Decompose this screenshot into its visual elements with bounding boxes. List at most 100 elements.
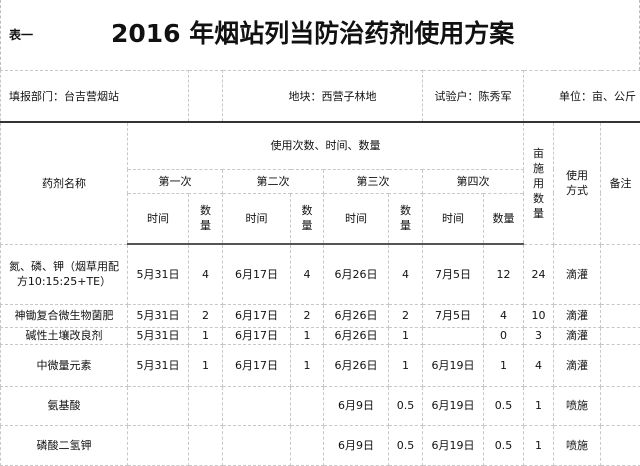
header-qty: 数量 — [189, 193, 223, 244]
cell-q1: 2 — [189, 304, 223, 327]
page-title: 2016 年烟站列当防治药剂使用方案 — [111, 14, 514, 50]
unit: 单位：亩、公斤 — [524, 71, 640, 123]
cell-method: 滴灌 — [554, 327, 601, 344]
cell-q4: 0.5 — [484, 386, 524, 425]
header-round-4: 第四次 — [423, 169, 524, 193]
document: 表一 2016 年烟站列当防治药剂使用方案 填报部门：台吉营烟站 地块：西营子林… — [0, 0, 640, 421]
header-usage: 使用次数、时间、数量 — [128, 122, 524, 169]
title-row: 表一 2016 年烟站列当防治药剂使用方案 — [0, 0, 640, 70]
cell-name: 神锄复合微生物菌肥 — [1, 304, 128, 327]
table-tag: 表一 — [9, 26, 33, 43]
cell-method: 喷施 — [554, 386, 601, 425]
cell-name: 碱性土壤改良剂 — [1, 327, 128, 344]
header-round-2: 第二次 — [223, 169, 324, 193]
cell-note — [601, 304, 640, 327]
cell-t2: 6月17日 — [223, 244, 291, 304]
cell-method: 滴灌 — [554, 244, 601, 304]
cell-t3: 6月26日 — [324, 244, 389, 304]
cell-t4 — [423, 327, 484, 344]
header-time: 时间 — [128, 193, 189, 244]
cell-q3: 1 — [389, 327, 423, 344]
cell-q4: 0 — [484, 327, 524, 344]
cell-t1: 5月31日 — [128, 304, 189, 327]
cell-t2: 6月17日 — [223, 344, 291, 386]
cell-q3: 1 — [389, 344, 423, 386]
cell-t3: 6月26日 — [324, 304, 389, 327]
cell-q2 — [291, 425, 324, 465]
cell-note — [601, 386, 640, 425]
cell-mu: 10 — [524, 304, 554, 327]
cell-q1 — [189, 425, 223, 465]
cell-t4: 6月19日 — [423, 386, 484, 425]
cell-t1: 5月31日 — [128, 244, 189, 304]
cell-note — [601, 244, 640, 304]
header-notes: 备注 — [601, 122, 640, 244]
cell-method: 喷施 — [554, 425, 601, 465]
cell-t2 — [223, 425, 291, 465]
header-qty: 数量 — [484, 193, 524, 244]
cell-t2: 6月17日 — [223, 304, 291, 327]
cell-t4: 7月5日 — [423, 244, 484, 304]
header-time: 时间 — [324, 193, 389, 244]
cell-q2: 2 — [291, 304, 324, 327]
header-name: 药剂名称 — [1, 122, 128, 244]
cell-q2 — [291, 386, 324, 425]
cell-name: 磷酸二氢钾 — [1, 425, 128, 465]
header-time: 时间 — [423, 193, 484, 244]
cell-note — [601, 327, 640, 344]
info-row: 填报部门：台吉营烟站 地块：西营子林地 试验户：陈秀军 单位：亩、公斤 — [1, 71, 640, 123]
cell-q3: 2 — [389, 304, 423, 327]
header-qty: 数量 — [291, 193, 324, 244]
cell-t3: 6月9日 — [324, 425, 389, 465]
cell-q4: 12 — [484, 244, 524, 304]
cell-q1: 1 — [189, 327, 223, 344]
cell-q2: 1 — [291, 344, 324, 386]
cell-t3: 6月9日 — [324, 386, 389, 425]
header-method: 使用方式 — [554, 122, 601, 244]
cell-method: 滴灌 — [554, 304, 601, 327]
cell-name: 中微量元素 — [1, 344, 128, 386]
cell-mu: 1 — [524, 386, 554, 425]
cell-t4: 7月5日 — [423, 304, 484, 327]
cell-q3: 0.5 — [389, 386, 423, 425]
cell-q3: 0.5 — [389, 425, 423, 465]
cell-mu: 3 — [524, 327, 554, 344]
cell-t2 — [223, 386, 291, 425]
usage-table: 填报部门：台吉营烟站 地块：西营子林地 试验户：陈秀军 单位：亩、公斤 药剂名称… — [0, 70, 640, 466]
cell-q1: 1 — [189, 344, 223, 386]
cell-t1 — [128, 425, 189, 465]
cell-note — [601, 425, 640, 465]
cell-t1: 5月31日 — [128, 344, 189, 386]
header-time: 时间 — [223, 193, 291, 244]
header-per-mu: 亩施用数量 — [524, 122, 554, 244]
cell-q1: 4 — [189, 244, 223, 304]
cell-mu: 4 — [524, 344, 554, 386]
cell-q4: 4 — [484, 304, 524, 327]
cell-t1 — [128, 386, 189, 425]
plot: 地块：西营子林地 — [223, 71, 423, 123]
cell-method: 滴灌 — [554, 344, 601, 386]
dept: 填报部门：台吉营烟站 — [1, 71, 189, 123]
cell-q2: 4 — [291, 244, 324, 304]
cell-t4: 6月19日 — [423, 425, 484, 465]
farmer: 试验户：陈秀军 — [423, 71, 524, 123]
cell-t1: 5月31日 — [128, 327, 189, 344]
cell-name: 氨基酸 — [1, 386, 128, 425]
cell-t2: 6月17日 — [223, 327, 291, 344]
cell-q3: 4 — [389, 244, 423, 304]
cell-name: 氮、磷、钾（烟草用配方10:15:25+TE） — [1, 244, 128, 304]
cell-mu: 24 — [524, 244, 554, 304]
cell-t4: 6月19日 — [423, 344, 484, 386]
header-round-3: 第三次 — [324, 169, 423, 193]
cell-t3: 6月26日 — [324, 327, 389, 344]
cell-t3: 6月26日 — [324, 344, 389, 386]
cell-note — [601, 344, 640, 386]
cell-q2: 1 — [291, 327, 324, 344]
cell-q1 — [189, 386, 223, 425]
